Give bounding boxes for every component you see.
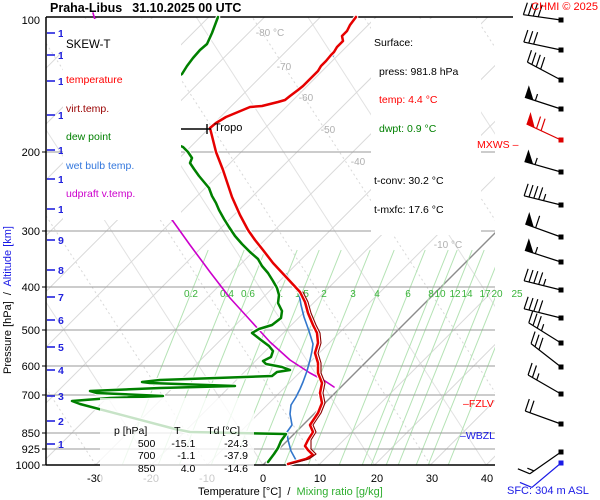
altitude-caption: Altitude [km] bbox=[2, 226, 14, 287]
svg-text:2: 2 bbox=[321, 289, 327, 300]
legend-item-wet-bulb: wet bulb temp. bbox=[66, 159, 135, 172]
svg-text:6: 6 bbox=[58, 315, 64, 327]
surface-tmxfc: t-mxfc: 17.6 °C bbox=[374, 203, 444, 216]
freezing-level-label: –FZLV bbox=[463, 398, 494, 410]
svg-text:700: 700 bbox=[22, 390, 40, 402]
legend-box: SKEW-T temperature virt.temp. dew point … bbox=[63, 19, 181, 220]
surface-title: Surface: bbox=[374, 37, 414, 49]
svg-text:-70: -70 bbox=[277, 62, 292, 73]
surface-tconv: t-conv: 30.2 °C bbox=[374, 175, 444, 187]
table-row: 700 -1.1 -37.9 bbox=[137, 450, 248, 462]
wet-bulb-zero-label: –WBZL bbox=[460, 430, 496, 442]
svg-text:40: 40 bbox=[481, 473, 493, 485]
page-title: Praha-Libus 31.10.2025 00 UTC bbox=[50, 1, 241, 15]
surface-temp: temp: 4.4 °C bbox=[379, 94, 438, 106]
svg-text:17: 17 bbox=[479, 289, 491, 300]
station-name: Praha-Libus bbox=[50, 1, 123, 15]
wind-barbs bbox=[517, 2, 564, 488]
svg-text:-50: -50 bbox=[321, 125, 336, 136]
svg-text:20: 20 bbox=[371, 473, 383, 485]
svg-text:400: 400 bbox=[22, 282, 40, 294]
svg-text:30: 30 bbox=[426, 473, 438, 485]
mixing-ratio-caption: Mixing ratio [g/kg] bbox=[296, 486, 383, 498]
surface-data-box: Surface: press: 981.8 hPa temp: 4.4 °C d… bbox=[371, 19, 481, 235]
svg-text:3: 3 bbox=[350, 289, 356, 300]
svg-text:100: 100 bbox=[22, 15, 40, 27]
svg-text:1: 1 bbox=[58, 439, 64, 451]
mixing-ratio-labels: 0.2 0.4 0.6 1 1.5 2 3 4 6 8 10 12 14 17 20 25 bbox=[184, 289, 523, 300]
svg-text:20: 20 bbox=[491, 289, 503, 300]
max-wind-label: MXWS – bbox=[477, 139, 519, 151]
copyright-note: CHMI © 2025 bbox=[531, 1, 598, 13]
svg-text:-60: -60 bbox=[299, 93, 314, 104]
svg-text:12: 12 bbox=[449, 289, 461, 300]
legend-item-virt-temp: virt.temp. bbox=[66, 102, 110, 115]
svg-text:8: 8 bbox=[428, 289, 434, 300]
svg-text:10: 10 bbox=[434, 289, 446, 300]
svg-text:850: 850 bbox=[22, 428, 40, 440]
svg-text:25: 25 bbox=[511, 289, 523, 300]
tropopause-label: Tropo bbox=[214, 122, 243, 134]
x-axis-caption: Temperature [°C] / Mixing ratio [g/kg] bbox=[198, 486, 383, 498]
svg-text:600: 600 bbox=[22, 361, 40, 373]
svg-text:0: 0 bbox=[260, 473, 266, 485]
surface-pressure: press: 981.8 hPa bbox=[379, 65, 459, 78]
svg-text:200: 200 bbox=[22, 147, 40, 159]
table-row: 850 4.0 -14.6 bbox=[137, 462, 248, 475]
legend-item-updraft: udpraft v.temp. bbox=[66, 188, 136, 200]
svg-text:0.6: 0.6 bbox=[241, 289, 255, 300]
svg-text:9: 9 bbox=[58, 235, 64, 247]
surface-dewpoint: dwpt: 0.9 °C bbox=[379, 122, 437, 135]
levels-table: p [hPa] T Td [°C] 500 -15.1 -24.3 700 -1… bbox=[100, 398, 254, 500]
station-elevation-label: SFC: 304 m ASL bbox=[507, 485, 589, 497]
svg-text:300: 300 bbox=[22, 226, 40, 238]
svg-text:4: 4 bbox=[374, 289, 380, 300]
svg-text:-40: -40 bbox=[351, 157, 366, 168]
legend-title: SKEW-T bbox=[66, 39, 111, 51]
svg-text:4: 4 bbox=[58, 365, 64, 377]
svg-text:5: 5 bbox=[58, 342, 64, 354]
svg-text:3: 3 bbox=[58, 391, 64, 403]
svg-text:6: 6 bbox=[405, 289, 411, 300]
svg-text:1000: 1000 bbox=[16, 460, 40, 472]
sounding-datetime: 31.10.2025 00 UTC bbox=[132, 1, 242, 15]
legend-item-dew-point: dew point bbox=[66, 131, 111, 143]
mixing-ratio-lines bbox=[121, 249, 495, 465]
svg-text:0.2: 0.2 bbox=[184, 289, 198, 300]
y-axis-caption: Pressure [hPa] / Altitude [km] bbox=[2, 226, 14, 374]
svg-text:-10 °C: -10 °C bbox=[434, 240, 462, 251]
svg-text:7: 7 bbox=[58, 292, 64, 304]
svg-text:-80 °C: -80 °C bbox=[256, 28, 284, 39]
legend-item-temperature: temperature bbox=[66, 74, 123, 86]
svg-text:14: 14 bbox=[461, 289, 473, 300]
svg-text:500: 500 bbox=[22, 325, 40, 337]
table-header-row: p [hPa] T Td [°C] bbox=[114, 425, 241, 437]
table-row: 500 -15.1 -24.3 bbox=[137, 437, 248, 450]
svg-text:10: 10 bbox=[314, 473, 326, 485]
svg-text:8: 8 bbox=[58, 265, 64, 277]
svg-text:-30: -30 bbox=[87, 473, 103, 485]
svg-text:2: 2 bbox=[58, 416, 64, 428]
svg-text:925: 925 bbox=[22, 444, 40, 456]
